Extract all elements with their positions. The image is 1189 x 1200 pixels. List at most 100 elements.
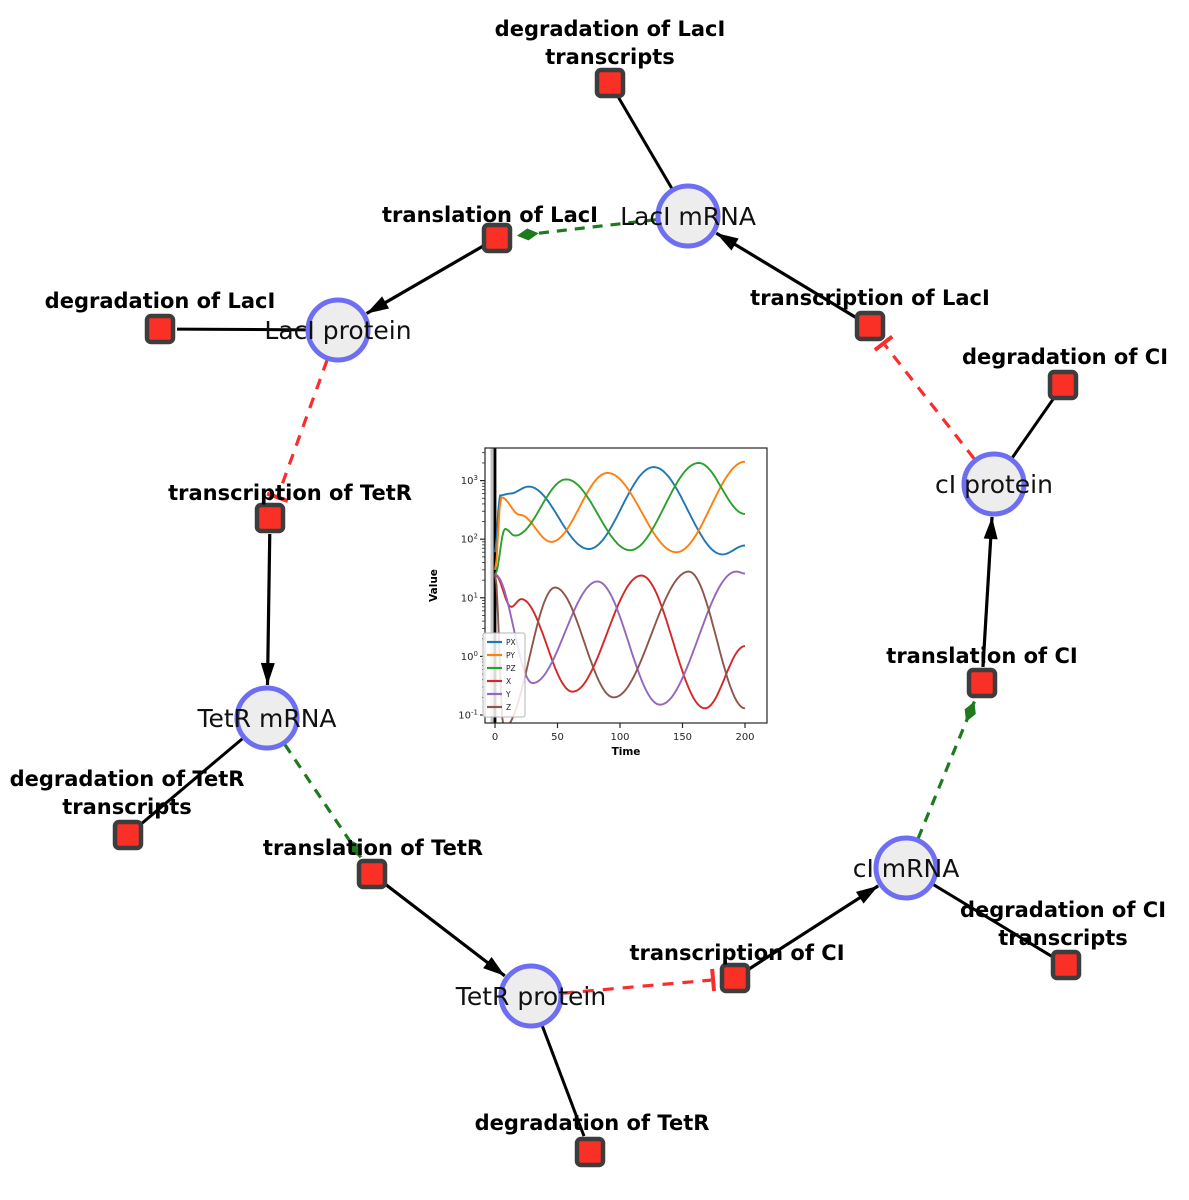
- edge-ci_mrna-transl_ci-arrowhead: [964, 701, 976, 722]
- reaction-label-deg_tetr: degradation of TetR: [475, 1111, 710, 1135]
- edge-laci_mrna-deg_laci_tx: [617, 96, 674, 190]
- edge-tetr_protein-txn_ci: [562, 978, 712, 995]
- axes-frame: [484, 447, 768, 724]
- species-node-ci_mrna[interactable]: [873, 835, 939, 901]
- x-tick-label: 100: [610, 732, 629, 743]
- y-tick-label: 101: [461, 591, 478, 604]
- edge-transl_ci-ci_protein: [981, 516, 994, 668]
- initial-band: [490, 448, 495, 723]
- species-node-ci_protein[interactable]: [961, 451, 1027, 517]
- series-line-Y: [494, 570, 746, 706]
- edge-laci_protein-txn_tetr-tbar: [266, 491, 289, 503]
- edge-laci_protein-txn_tetr: [276, 359, 329, 496]
- ticks-layer: 10-1 100 101 102 103 0 50 100 150 200: [458, 452, 755, 743]
- edge-ci_protein-txn_laci-tbar: [873, 334, 894, 352]
- series-line-PZ: [494, 462, 746, 575]
- edge-tetr_protein-deg_tetr: [540, 1025, 586, 1137]
- reaction-node-txn_ci[interactable]: [719, 962, 751, 994]
- edge-ci_mrna-transl_ci: [916, 700, 976, 840]
- edge-transl_laci-laci_protein-arrowhead: [366, 296, 390, 314]
- series-line-Z: [494, 570, 746, 723]
- y-tick-label: 103: [461, 474, 478, 487]
- reaction-label-deg_ci_tx: degradation of CI transcripts: [960, 898, 1166, 950]
- legend-label-Z: Z: [506, 703, 511, 712]
- edge-tetr_mrna-transl_tetr-arrowhead: [348, 839, 361, 858]
- edge-txn_tetr-tetr_mrna: [265, 533, 272, 686]
- species-label-ci_protein: cI protein: [935, 470, 1053, 499]
- series-line-PY: [494, 460, 746, 570]
- series-line-PX: [494, 466, 746, 556]
- reaction-node-transl_laci[interactable]: [481, 222, 513, 254]
- reaction-node-txn_tetr[interactable]: [254, 502, 286, 534]
- x-tick-label: 0: [492, 732, 498, 743]
- y-tick-label: 10-1: [458, 709, 478, 722]
- reaction-node-deg_tetr_tx[interactable]: [112, 819, 144, 851]
- reaction-label-txn_laci: transcription of LacI: [750, 286, 990, 310]
- plot-legend: PX PY PZ XYZ: [482, 632, 526, 718]
- reaction-label-transl_laci: translation of LacI: [382, 203, 598, 227]
- species-label-ci_mrna: cI mRNA: [853, 854, 960, 883]
- reaction-node-transl_ci[interactable]: [966, 667, 998, 699]
- edge-txn_tetr-tetr_mrna-arrowhead: [260, 662, 275, 686]
- edge-laci_mrna-transl_laci: [516, 218, 657, 238]
- edge-tetr_mrna-transl_tetr: [283, 743, 363, 859]
- reaction-node-txn_laci[interactable]: [854, 310, 886, 342]
- edge-txn_ci-ci_mrna-arrowhead: [855, 885, 879, 904]
- reaction-node-deg_tetr[interactable]: [574, 1136, 606, 1168]
- reaction-label-deg_laci_tx: degradation of LacI transcripts: [495, 17, 726, 69]
- x-tick-label: 150: [673, 732, 692, 743]
- nodes-layer: [112, 67, 1082, 1168]
- reaction-node-deg_laci[interactable]: [144, 313, 176, 345]
- reaction-label-deg_ci: degradation of CI: [962, 345, 1168, 369]
- edge-laci_mrna-transl_laci-arrowhead: [516, 228, 539, 241]
- species-label-tetr_protein: TetR protein: [455, 982, 606, 1011]
- edge-ci_mrna-deg_ci_tx: [932, 883, 1053, 958]
- labels-layer: degradation of LacI transcripts translatio…: [10, 17, 1168, 1135]
- legend-label-X: X: [506, 677, 511, 686]
- edge-tetr_protein-txn_ci-tbar: [710, 968, 717, 992]
- species-label-laci_protein: LacI protein: [264, 316, 411, 345]
- reaction-label-transl_tetr: translation of TetR: [263, 836, 483, 860]
- reaction-label-txn_ci: transcription of CI: [629, 941, 844, 965]
- edge-ci_protein-deg_ci: [1011, 398, 1055, 459]
- species-node-laci_mrna[interactable]: [655, 183, 721, 249]
- x-axis-title: Time: [612, 746, 641, 758]
- x-tick-label: 200: [735, 732, 754, 743]
- reaction-label-transl_ci: translation of CI: [886, 644, 1077, 668]
- edge-transl_tetr-tetr_protein: [383, 882, 506, 978]
- legend-label-PZ: PZ: [506, 664, 516, 673]
- edge-transl_tetr-tetr_protein-arrowhead: [483, 956, 505, 976]
- reaction-node-deg_ci_tx[interactable]: [1050, 949, 1082, 981]
- edge-laci_protein-deg_laci: [176, 327, 307, 332]
- edge-txn_ci-ci_mrna: [747, 884, 880, 971]
- reaction-node-transl_tetr[interactable]: [356, 858, 388, 890]
- edges-layer: [140, 96, 1055, 1137]
- reaction-node-deg_laci_tx[interactable]: [594, 67, 626, 99]
- edge-transl_laci-laci_protein: [365, 244, 484, 315]
- reaction-label-txn_tetr: transcription of TetR: [168, 481, 412, 505]
- edge-tetr_mrna-deg_tetr_tx: [140, 737, 244, 826]
- reaction-node-deg_ci[interactable]: [1047, 369, 1079, 401]
- series-line-X: [494, 573, 746, 710]
- species-node-tetr_protein[interactable]: [498, 963, 564, 1029]
- edge-txn_laci-laci_mrna: [715, 231, 858, 320]
- edge-txn_laci-laci_mrna-arrowhead: [716, 233, 739, 251]
- x-tick-label: 50: [551, 732, 564, 743]
- y-axis-title: Value: [428, 569, 440, 602]
- reaction-label-deg_laci: degradation of LacI: [45, 289, 276, 313]
- species-node-laci_protein[interactable]: [305, 297, 371, 363]
- legend-box: [482, 632, 526, 718]
- species-label-tetr_mrna: TetR mRNA: [196, 704, 336, 733]
- species-label-laci_mrna: LacI mRNA: [620, 202, 756, 231]
- legend-label-PY: PY: [506, 651, 515, 660]
- y-tick-label: 102: [461, 533, 478, 546]
- edge-ci_protein-txn_laci: [883, 343, 976, 460]
- legend-label-PX: PX: [506, 638, 516, 647]
- edge-transl_ci-ci_protein-arrowhead: [983, 516, 998, 540]
- species-node-tetr_mrna[interactable]: [234, 685, 300, 751]
- legend-label-Y: Y: [505, 690, 511, 699]
- series-layer: [494, 460, 746, 723]
